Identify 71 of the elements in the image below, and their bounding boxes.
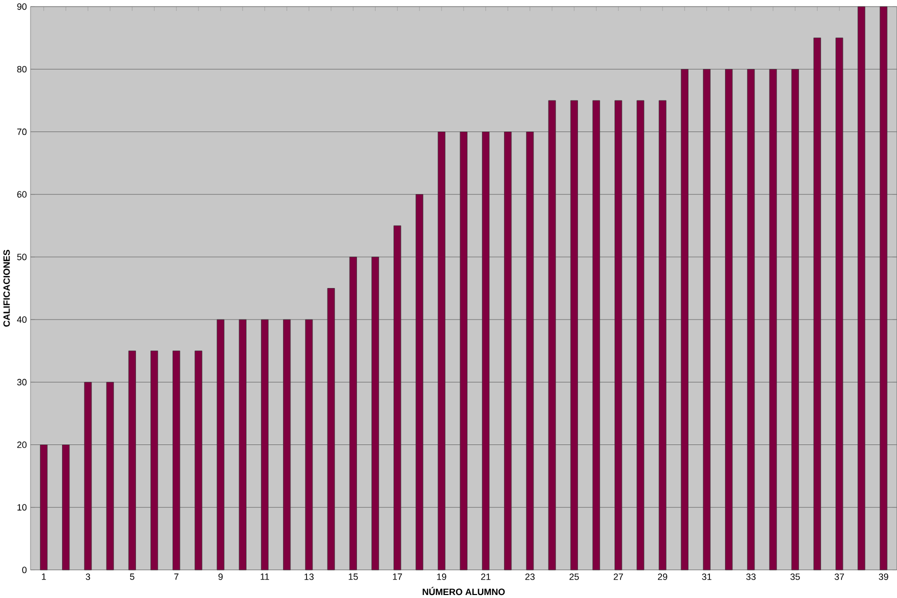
bar (460, 131, 468, 570)
bar (194, 350, 202, 570)
bar (216, 319, 224, 570)
bar (62, 444, 70, 570)
bar (106, 382, 114, 570)
x-tick-label: 11 (260, 573, 270, 580)
y-axis-title: CALIFICACIONES (3, 250, 10, 326)
bar (880, 6, 888, 570)
y-tick-label: 10 (17, 504, 27, 510)
bar (40, 444, 48, 570)
bar (680, 68, 688, 570)
bar (482, 131, 490, 570)
bar (416, 194, 424, 570)
x-tick-label: 33 (746, 573, 756, 580)
y-tick-label: 40 (16, 316, 27, 323)
bar (84, 382, 92, 570)
x-tick-label: 37 (834, 573, 844, 580)
bar (592, 100, 600, 570)
x-tick-label: 15 (348, 573, 358, 580)
bar (769, 68, 777, 570)
x-tick-label: 23 (525, 573, 535, 580)
bar (858, 6, 866, 570)
bar (791, 68, 799, 570)
x-tick-label: 39 (878, 573, 888, 580)
x-tick-label: 7 (174, 573, 178, 580)
x-tick-label: 25 (570, 573, 579, 580)
x-tick-label: 13 (304, 573, 314, 580)
y-tick-label: 20 (17, 441, 27, 448)
bar (526, 131, 534, 570)
bar (570, 100, 578, 570)
x-tick-label: 3 (86, 573, 90, 580)
bar (438, 131, 446, 570)
x-tick-label: 27 (614, 573, 623, 580)
bar (658, 100, 666, 570)
y-tick-label: 50 (17, 254, 27, 260)
bar (394, 225, 402, 570)
bar (836, 37, 844, 570)
x-tick-label: 21 (481, 573, 490, 580)
bar (128, 350, 136, 570)
y-tick-label: 0 (22, 566, 27, 573)
y-tick-label: 30 (17, 378, 27, 386)
x-tick-label: 17 (392, 573, 402, 580)
x-tick-label: 1 (42, 573, 46, 580)
bar (702, 68, 711, 570)
bar (260, 319, 269, 570)
y-tick-label: 70 (17, 128, 27, 135)
bar (327, 288, 335, 570)
bar (238, 319, 246, 570)
bar (504, 131, 512, 570)
bar (172, 350, 180, 570)
bar (636, 100, 644, 570)
x-tick-label: 31 (702, 573, 712, 580)
x-tick-label: 29 (658, 573, 668, 580)
bar (349, 256, 357, 570)
bar (548, 100, 556, 570)
bar (747, 68, 755, 570)
bar (813, 37, 822, 570)
y-tick-label: 60 (17, 190, 27, 198)
x-tick-label: 19 (437, 573, 446, 580)
bar (725, 68, 733, 570)
x-tick-label: 35 (790, 573, 800, 580)
bar (614, 100, 622, 570)
bar (305, 319, 313, 570)
bar (371, 256, 380, 570)
y-tick-label: 90 (17, 3, 27, 10)
bar (150, 350, 158, 570)
x-axis-title: NÚMERO ALUMNO (422, 586, 505, 595)
bar (283, 319, 291, 570)
x-tick-label: 9 (218, 573, 223, 580)
x-tick-label: 5 (130, 573, 134, 580)
y-tick-label: 80 (17, 66, 27, 72)
